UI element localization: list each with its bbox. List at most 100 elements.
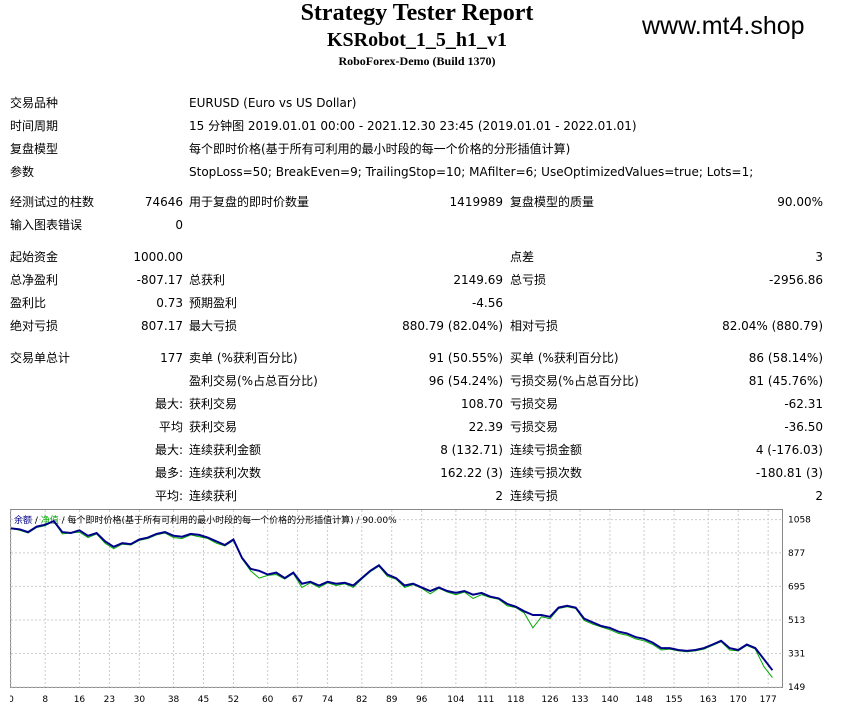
max-consecutive-wins-label: 连续获利金额	[189, 443, 262, 457]
spread-label: 点差	[510, 250, 535, 264]
bars-label: 经测试过的柱数	[10, 195, 95, 209]
max-drawdown-label: 最大亏损	[189, 319, 238, 333]
average-loss-value: -36.50	[784, 420, 823, 434]
deposit-value: 1000.00	[133, 250, 183, 264]
average-profit-label: 获利交易	[189, 420, 238, 434]
profit-factor-value: 0.73	[156, 296, 183, 310]
x-tick-label: 30	[134, 695, 146, 705]
largest-profit-value: 108.70	[461, 397, 503, 411]
x-tick-label: 104	[447, 695, 464, 705]
server-build: RoboForex-Demo (Build 1370)	[338, 54, 496, 68]
gross-profit-label: 总获利	[189, 273, 226, 287]
max-drawdown-value: 880.79 (82.04%)	[402, 319, 503, 333]
x-tick-label: 0	[10, 695, 14, 705]
avg-consecutive-losses-value: 2	[815, 489, 823, 503]
quality-label: 复盘模型的质量	[510, 195, 595, 209]
profit-trades-label: 盈利交易(%占总百分比)	[189, 374, 318, 388]
absolute-drawdown-label: 绝对亏损	[10, 319, 59, 333]
period-label: 时间周期	[10, 119, 59, 133]
largest-profit-label: 获利交易	[189, 397, 238, 411]
relative-drawdown-label: 相对亏损	[510, 319, 559, 333]
profit-trades-value: 96 (54.24%)	[428, 374, 503, 388]
watermark-text: www.mt4.shop	[642, 12, 805, 40]
x-tick-label: 118	[507, 695, 524, 705]
params-label: 参数	[10, 165, 35, 179]
profit-factor-label: 盈利比	[10, 296, 47, 310]
legend-rest: / 每个即时价格(基于所有可利用的最小时段的每一个价格的分形插值计算) / 90…	[59, 514, 397, 526]
chart-legend: 余额 / 净值 / 每个即时价格(基于所有可利用的最小时段的每一个价格的分形插值…	[14, 514, 397, 526]
absolute-drawdown-value: 807.17	[141, 319, 183, 333]
errors-value: 0	[175, 218, 183, 232]
total-trades-label: 交易单总计	[10, 351, 71, 365]
expected-payoff-label: 预期盈利	[189, 296, 238, 310]
spread-value: 3	[815, 250, 823, 264]
model-label: 复盘模型	[10, 142, 59, 156]
x-tick-label: 133	[571, 695, 588, 705]
y-tick-label: 1058	[788, 516, 811, 526]
x-tick-label: 38	[168, 695, 180, 705]
x-tick-label: 89	[386, 695, 398, 705]
loss-trades-value: 81 (45.76%)	[748, 374, 823, 388]
long-positions-label: 买单 (%获利百分比)	[510, 351, 619, 365]
x-tick-label: 155	[665, 695, 682, 705]
x-tick-label: 52	[228, 695, 239, 705]
chart-plot-area	[10, 509, 783, 688]
params-value: StopLoss=50; BreakEven=9; TrailingStop=1…	[189, 165, 754, 179]
symbol-label: 交易品种	[10, 96, 59, 110]
legend-sep: /	[32, 516, 41, 526]
loss-trades-label: 亏损交易(%占总百分比)	[510, 374, 639, 388]
avg-label: 平均:	[154, 489, 183, 503]
average-label: 平均	[158, 420, 183, 434]
gross-loss-value: -2956.86	[769, 273, 823, 287]
maximum-label: 最大:	[154, 443, 183, 457]
largest-loss-label: 亏损交易	[510, 397, 559, 411]
legend-balance: 余额	[14, 514, 32, 526]
short-positions-value: 91 (50.55%)	[428, 351, 503, 365]
errors-label: 输入图表错误	[10, 218, 83, 232]
quality-value: 90.00%	[777, 195, 823, 209]
x-tick-label: 148	[636, 695, 653, 705]
net-profit-value: -807.17	[136, 273, 183, 287]
avg-consecutive-losses-label: 连续亏损	[510, 489, 559, 503]
x-tick-label: 82	[356, 695, 367, 705]
x-tick-label: 45	[198, 695, 209, 705]
ticks-value: 1419989	[449, 195, 503, 209]
maximal-consecutive-profit-value: 162.22 (3)	[440, 466, 503, 480]
maximal-consecutive-loss-label: 连续亏损次数	[510, 466, 583, 480]
x-tick-label: 23	[104, 695, 115, 705]
y-tick-label: 331	[788, 649, 805, 659]
balance-chart: 余额 / 净值 / 每个即时价格(基于所有可利用的最小时段的每一个价格的分形插值…	[10, 509, 811, 705]
average-loss-label: 亏损交易	[510, 420, 559, 434]
y-tick-label: 695	[788, 582, 805, 592]
x-tick-label: 140	[601, 695, 618, 705]
expert-name: KSRobot_1_5_h1_v1	[326, 29, 508, 51]
y-tick-label: 149	[788, 683, 805, 693]
x-tick-label: 67	[292, 695, 303, 705]
x-tick-label: 163	[700, 695, 717, 705]
y-tick-label: 877	[788, 549, 805, 559]
model-value: 每个即时价格(基于所有可利用的最小时段的每一个价格的分形插值计算)	[189, 142, 571, 156]
maximal-label: 最多:	[154, 466, 183, 480]
max-consecutive-losses-label: 连续亏损金额	[510, 443, 583, 457]
gross-loss-label: 总亏损	[510, 273, 547, 287]
deposit-label: 起始资金	[10, 250, 59, 264]
max-consecutive-losses-value: 4 (-176.03)	[755, 443, 823, 457]
report-title: Strategy Tester Report	[300, 0, 534, 26]
maximal-consecutive-loss-value: -180.81 (3)	[755, 466, 823, 480]
avg-consecutive-wins-label: 连续获利	[189, 489, 238, 503]
x-tick-label: 111	[477, 695, 494, 705]
gross-profit-value: 2149.69	[453, 273, 503, 287]
average-profit-value: 22.39	[468, 420, 503, 434]
x-tick-label: 170	[730, 695, 747, 705]
x-tick-label: 74	[322, 695, 334, 705]
largest-label: 最大:	[154, 397, 183, 411]
long-positions-value: 86 (58.14%)	[748, 351, 823, 365]
expected-payoff-value: -4.56	[471, 296, 503, 310]
x-tick-label: 177	[760, 695, 777, 705]
x-tick-label: 126	[541, 695, 558, 705]
ticks-label: 用于复盘的即时价数量	[189, 195, 310, 209]
symbol-value: EURUSD (Euro vs US Dollar)	[189, 96, 357, 110]
x-axis-ticks: 0 8 16 23 30 38 45 52 60 67 74 82 89 96 104 111 118 126 13…	[10, 695, 777, 705]
maximal-consecutive-profit-label: 连续获利次数	[189, 466, 262, 480]
total-trades-value: 177	[160, 351, 183, 365]
